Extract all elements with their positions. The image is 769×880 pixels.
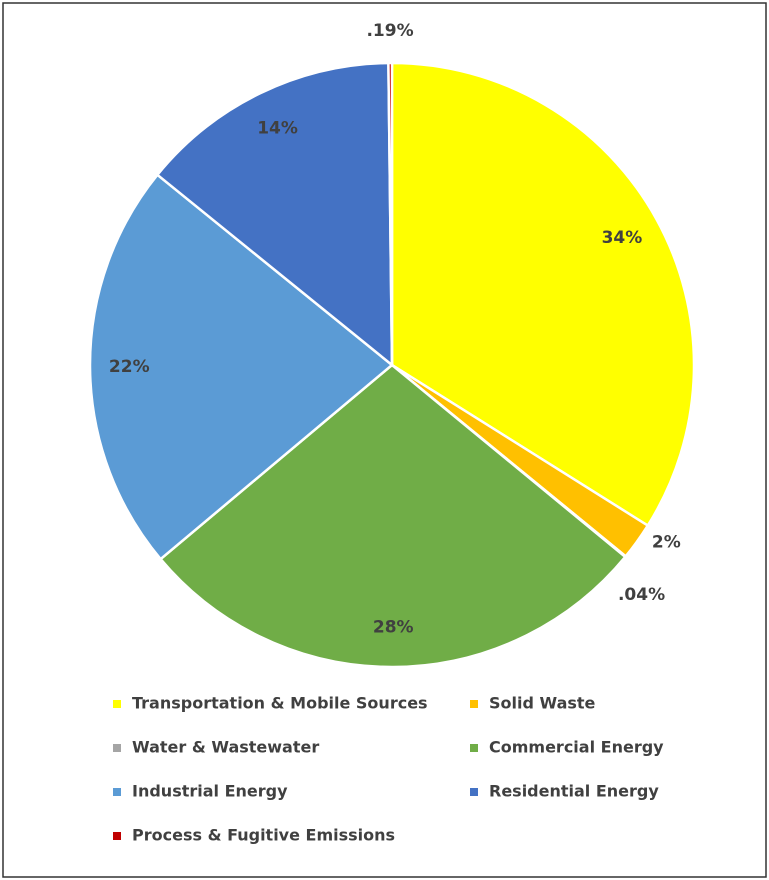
data-label: 14%	[257, 118, 298, 138]
data-label: .19%	[366, 21, 413, 41]
pie-slice	[158, 363, 627, 669]
legend-swatch	[113, 700, 121, 708]
legend-label: Commercial Energy	[489, 738, 664, 757]
legend-swatch	[113, 788, 121, 796]
legend-swatch	[470, 700, 478, 708]
data-label: 2%	[652, 532, 681, 552]
data-label: 28%	[373, 618, 414, 638]
legend-label: Solid Waste	[489, 694, 596, 713]
legend-label: Industrial Energy	[132, 782, 288, 801]
pie-slice	[88, 173, 394, 561]
legend-label: Transportation & Mobile Sources	[132, 694, 428, 713]
data-label: .04%	[618, 585, 665, 605]
pie-slice	[155, 61, 394, 368]
legend-label: Residential Energy	[489, 782, 659, 801]
legend-swatch	[470, 788, 478, 796]
data-label: 22%	[109, 357, 150, 377]
legend-swatch	[113, 832, 121, 840]
pie-slice	[387, 61, 394, 366]
pie-slice	[390, 61, 696, 528]
legend-label: Water & Wastewater	[132, 738, 319, 757]
legend-label: Process & Fugitive Emissions	[132, 826, 395, 845]
legend-swatch	[470, 744, 478, 752]
data-label: 34%	[602, 228, 643, 248]
legend-swatch	[113, 744, 121, 752]
